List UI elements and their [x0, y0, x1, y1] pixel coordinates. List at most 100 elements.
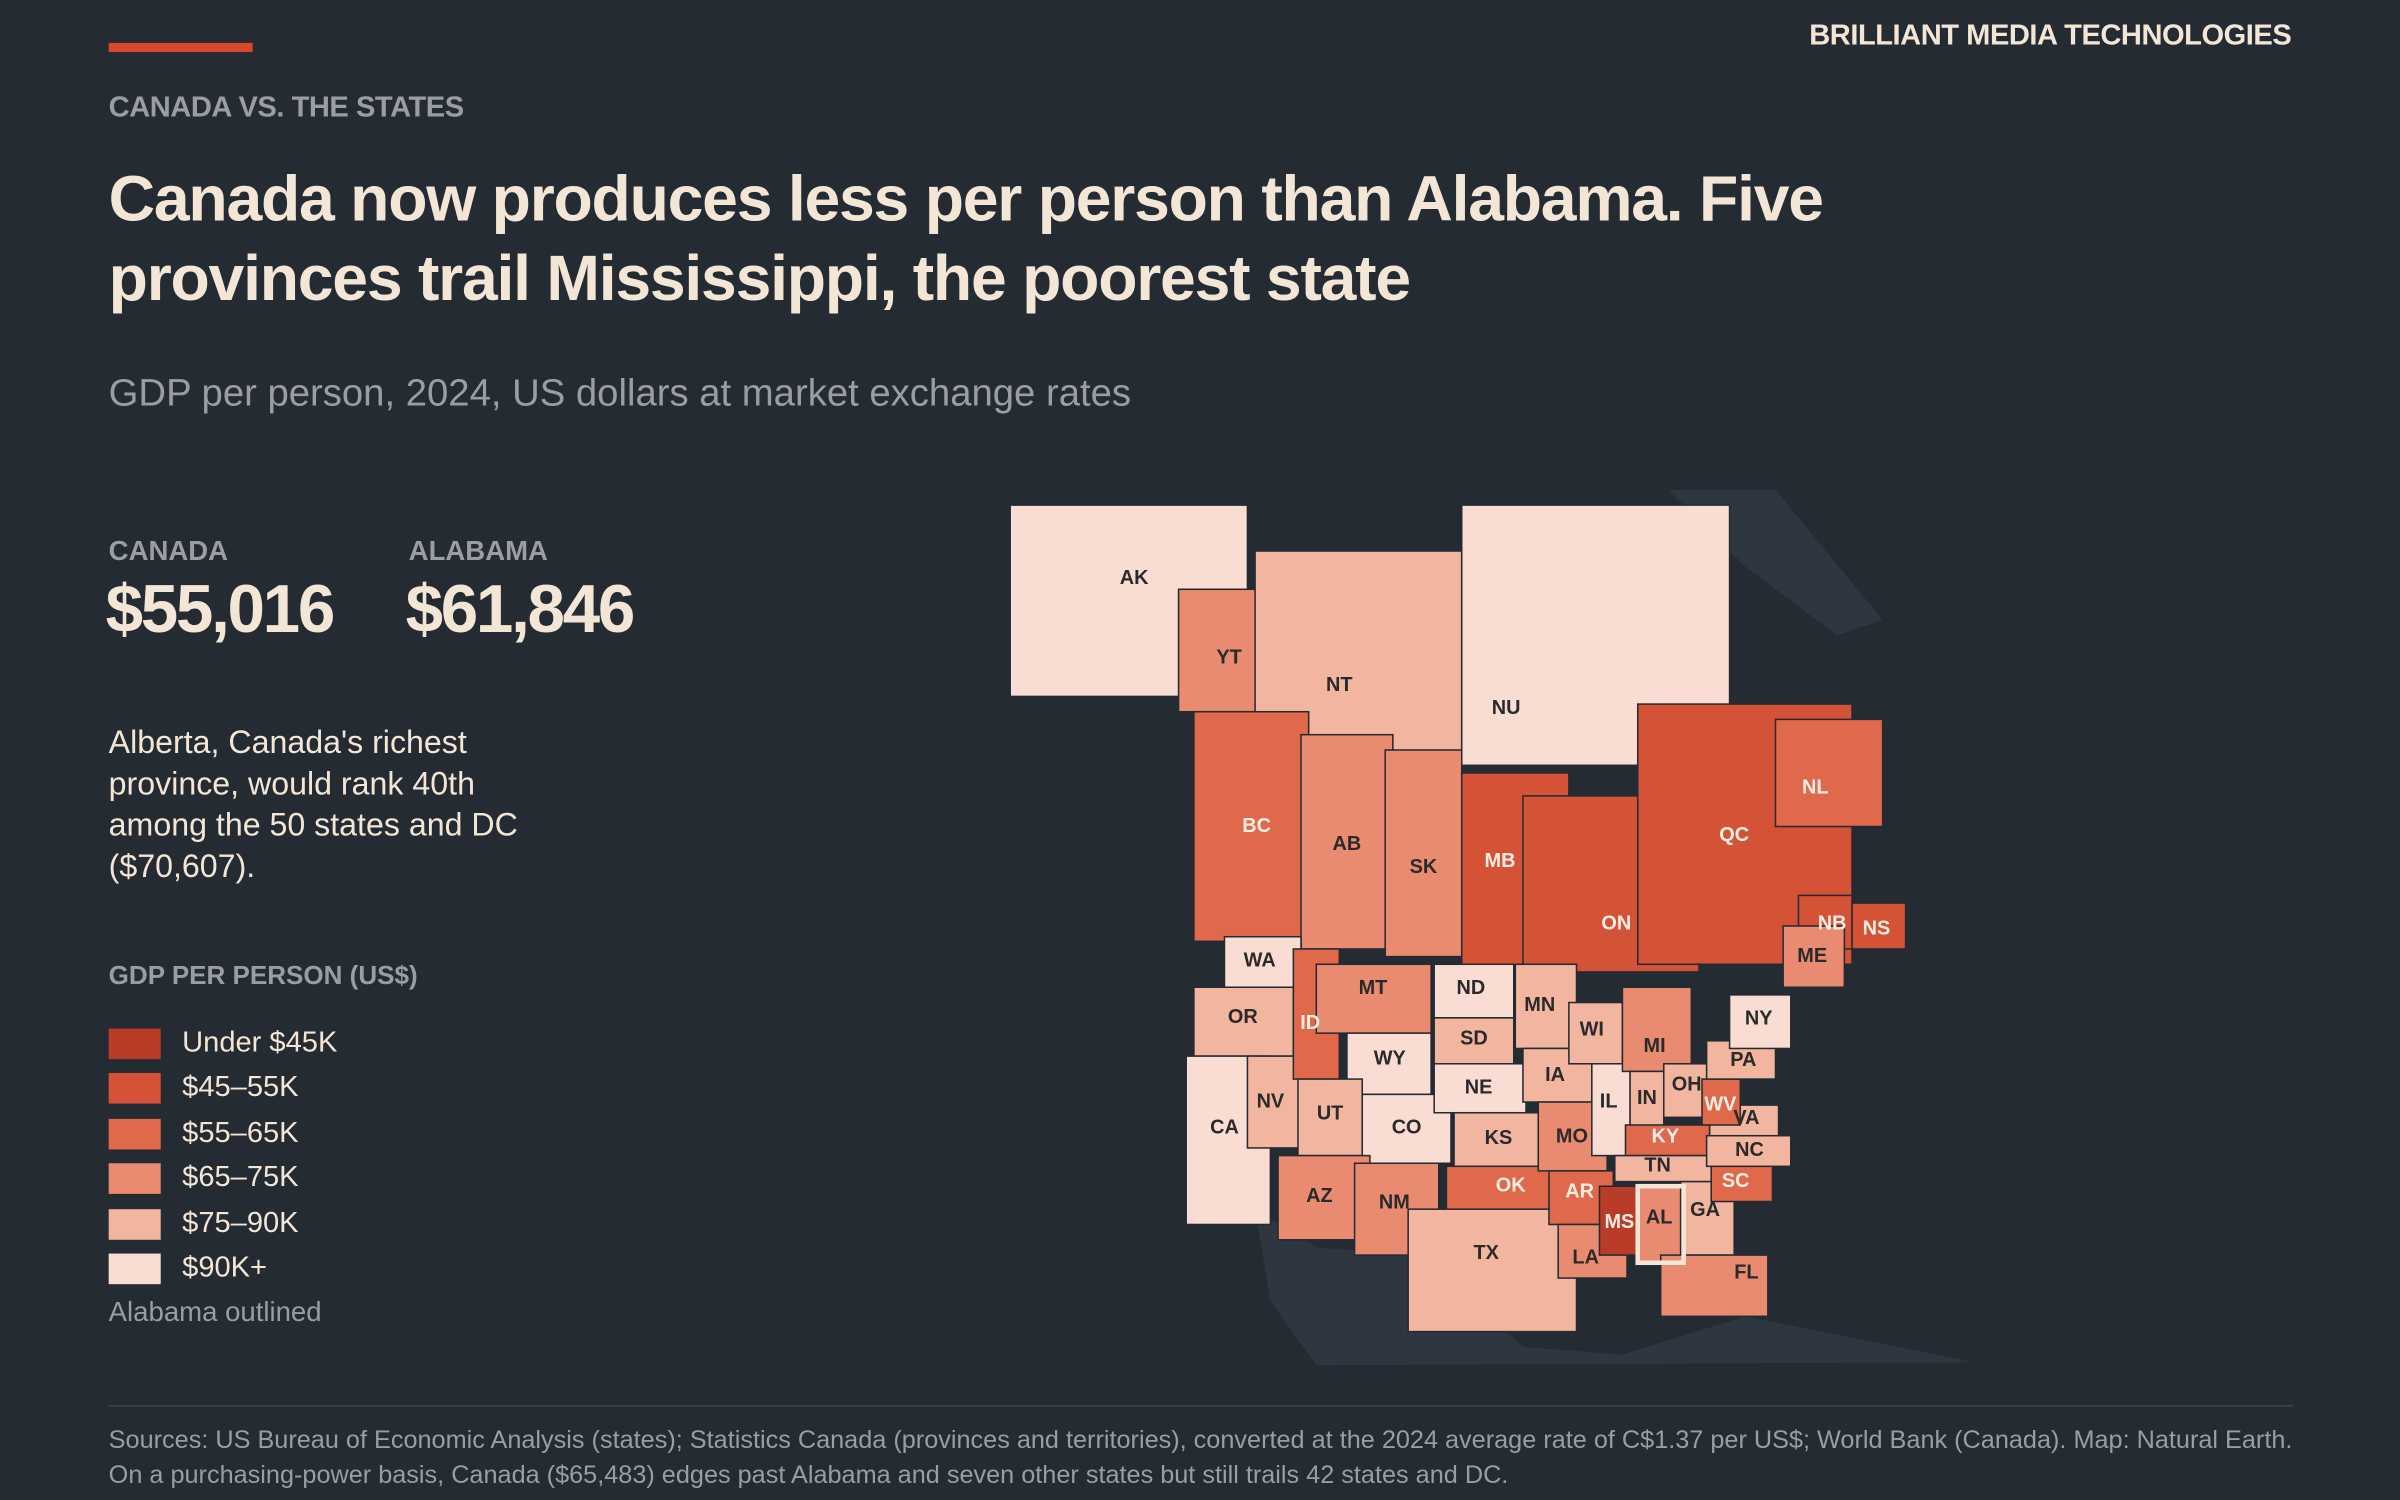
region-label: WV	[1704, 1093, 1737, 1115]
region-label: NM	[1379, 1191, 1410, 1213]
region	[1598, 1185, 1644, 1256]
region-label: OK	[1496, 1174, 1526, 1196]
legend-label: $45–55K	[182, 1071, 299, 1104]
legend-swatch	[108, 1253, 161, 1285]
region-label: FL	[1734, 1262, 1758, 1284]
region-label: SC	[1722, 1170, 1750, 1192]
region-label: ME	[1797, 945, 1827, 967]
legend-item: $75–90K	[108, 1202, 338, 1247]
region-label: CO	[1392, 1116, 1422, 1138]
region	[1728, 994, 1792, 1050]
region-label: CA	[1210, 1116, 1239, 1138]
sources: Sources: US Bureau of Economic Analysis …	[108, 1426, 2293, 1490]
region	[1433, 963, 1515, 1019]
region-label: ND	[1457, 977, 1486, 999]
region-label: LA	[1572, 1246, 1599, 1268]
region-label: TX	[1474, 1242, 1500, 1264]
region-label: SK	[1410, 856, 1438, 878]
region-label: NV	[1257, 1090, 1285, 1112]
stat-value: $55,016	[105, 572, 336, 648]
region	[1297, 1078, 1363, 1157]
subtitle: GDP per person, 2024, US dollars at mark…	[108, 371, 1132, 415]
legend-label: $55–65K	[182, 1116, 299, 1150]
region-label: TN	[1644, 1155, 1671, 1177]
region-label: NB	[1818, 913, 1847, 935]
region-label: IN	[1637, 1087, 1657, 1109]
region-label: MI	[1644, 1035, 1666, 1057]
region	[1701, 1078, 1742, 1126]
region-label: UT	[1317, 1103, 1344, 1125]
region-label: IL	[1600, 1090, 1618, 1112]
region-label: ON	[1601, 913, 1631, 935]
region-label: NS	[1863, 917, 1891, 939]
region	[1433, 1017, 1515, 1065]
region-label: MO	[1556, 1125, 1588, 1147]
legend-label: Under $45K	[182, 1026, 338, 1059]
region-label: NU	[1492, 697, 1521, 719]
legend-label: $65–75K	[182, 1162, 299, 1195]
region	[1453, 1111, 1547, 1168]
region	[1591, 1063, 1631, 1157]
legend-item: $45–55K	[108, 1066, 338, 1111]
region	[1384, 749, 1463, 958]
legend-item: $65–75K	[108, 1156, 338, 1201]
region	[1774, 718, 1884, 828]
region	[1361, 1093, 1452, 1165]
region	[1193, 710, 1310, 943]
region	[1568, 1001, 1624, 1065]
region-label: PA	[1730, 1049, 1756, 1071]
title: Canada now produces less per person than…	[108, 162, 1824, 314]
region-label: OH	[1672, 1073, 1702, 1095]
region-label: MB	[1485, 850, 1516, 872]
legend-item: $55–65K	[108, 1111, 338, 1156]
legend-label: $90K+	[182, 1252, 268, 1285]
region-label: NL	[1802, 777, 1829, 799]
region-label: AB	[1333, 833, 1362, 855]
region	[1621, 986, 1693, 1073]
legend-item: $90K+	[108, 1247, 338, 1292]
region-label: AR	[1565, 1181, 1594, 1203]
region-label: ID	[1300, 1012, 1320, 1034]
legend-swatch	[108, 1073, 161, 1104]
legend-footnote: Alabama outlined	[108, 1296, 322, 1328]
region-label: GA	[1690, 1199, 1720, 1221]
legend-swatch	[108, 1163, 161, 1195]
stat-value: $61,846	[405, 572, 636, 648]
region-label: SD	[1460, 1028, 1488, 1050]
accent-bar	[108, 42, 253, 53]
region-label: NE	[1465, 1077, 1493, 1099]
region-label: BC	[1242, 815, 1271, 837]
kicker: CANADA VS. THE STATES	[108, 91, 464, 124]
region-outline	[1635, 1183, 1686, 1266]
region-label: WA	[1244, 949, 1276, 971]
region-label: KY	[1651, 1125, 1679, 1147]
brand: BRILLIANT MEDIA TECHNOLOGIES	[1809, 19, 2292, 53]
region-label: AL	[1646, 1207, 1673, 1229]
legend-swatch	[108, 1118, 161, 1150]
region	[1300, 733, 1394, 950]
legend: Under $45K $45–55K $55–65K $65–75K $75–90K $9…	[108, 1021, 338, 1292]
region	[1254, 550, 1463, 767]
legend-title: GDP PER PERSON (US$)	[108, 961, 418, 991]
region	[1851, 902, 1907, 950]
stat-label: CANADA	[108, 535, 229, 567]
region-label: VA	[1733, 1107, 1759, 1129]
legend-swatch	[108, 1208, 161, 1240]
region-label: YT	[1216, 646, 1241, 668]
region	[1659, 1254, 1769, 1318]
region-label: OR	[1228, 1006, 1258, 1028]
region-label: WY	[1374, 1047, 1406, 1069]
region-label: WI	[1580, 1018, 1604, 1040]
region-label: MS	[1604, 1211, 1634, 1233]
legend-item: Under $45K	[108, 1021, 338, 1066]
region-label: QC	[1719, 824, 1749, 846]
legend-label: $75–90K	[182, 1207, 299, 1240]
region-label: AZ	[1306, 1185, 1333, 1207]
region-label: MT	[1359, 977, 1388, 999]
region-label: NC	[1735, 1139, 1764, 1161]
region-label: IA	[1545, 1064, 1565, 1086]
legend-swatch	[108, 1028, 161, 1059]
region-label: MN	[1524, 994, 1555, 1016]
